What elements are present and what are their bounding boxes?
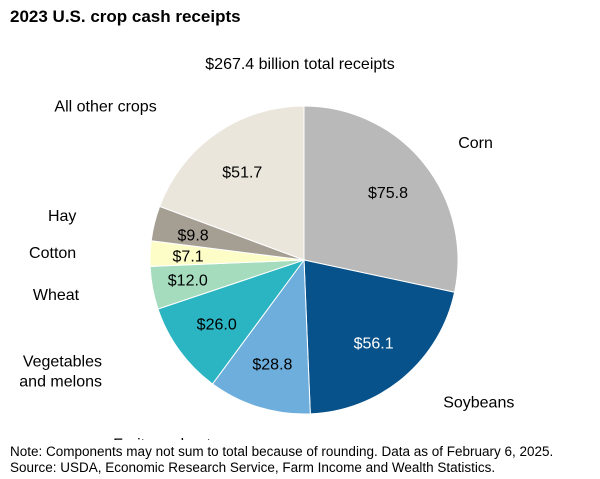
category-label-cotton: Cotton [29,245,76,262]
category-label-vegetables-and-melons: Vegetables and melons [19,354,102,391]
pie-slice-soybeans [303,259,456,415]
note-text: Note: Components may not sum to total be… [10,444,554,459]
category-label-fruits-and-nuts: Fruits and nuts [113,437,219,440]
chart-title: 2023 U.S. crop cash receipts [10,7,241,26]
chart-subtitle: $267.4 billion total receipts [205,56,395,73]
value-label-vegetables-and-melons: $26.0 [197,317,237,334]
pie-chart: $75.8 Corn $56.1 Soybeans $28.8 Fruits and nu… [19,99,514,440]
footnote: Note: Components may not sum to total be… [10,444,553,476]
value-label-all-other-crops: $51.7 [222,164,262,181]
value-label-wheat: $12.0 [168,273,208,290]
pie-slice-vegetables-and-melons [157,259,306,385]
value-label-fruits-and-nuts: $28.8 [252,356,292,373]
category-label-soybeans: Soybeans [443,395,514,412]
pie-slice-corn [303,105,459,293]
value-label-cotton: $7.1 [173,249,204,266]
category-label-wheat: Wheat [33,287,80,304]
source-text: Source: USDA, Economic Research Service,… [10,460,496,475]
category-label-corn: Corn [458,135,493,152]
value-label-corn: $75.8 [368,185,408,202]
category-label-hay: Hay [48,208,76,225]
pie-slice-fruits-and-nuts [211,258,311,415]
category-label-all-other-crops: All other crops [54,99,156,116]
pie-slice-all-other-crops [158,105,305,261]
value-label-hay: $9.8 [178,227,209,244]
value-label-soybeans: $56.1 [354,336,394,353]
